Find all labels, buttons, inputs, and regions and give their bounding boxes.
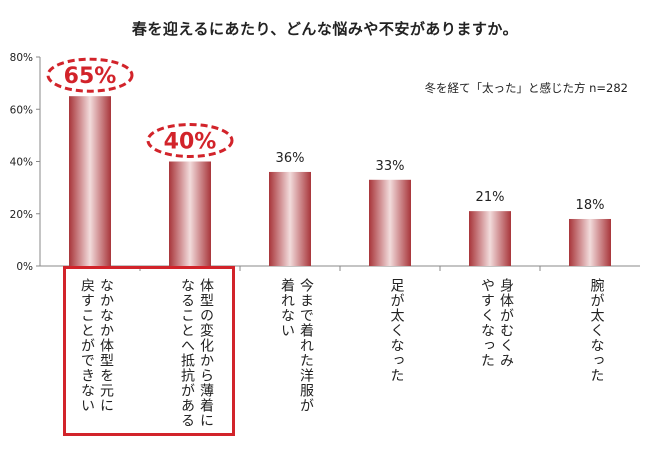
bar (169, 161, 211, 266)
bar (269, 171, 311, 266)
category-label: なかなか体型を元に 戻すことができない (77, 278, 115, 413)
data-label: 18% (576, 198, 605, 213)
highlight-box (63, 266, 235, 436)
category-label-line: 今まで着れた洋服が (298, 278, 314, 413)
category-label-line: 身体がむくみ (498, 278, 514, 368)
data-label: 40% (164, 130, 217, 155)
category-label-line: 足が太くなった (388, 278, 405, 383)
category-label-line: 着れない (279, 278, 295, 338)
category-label-line: 戻すことができない (79, 278, 95, 413)
y-tick-label: 20% (10, 209, 33, 221)
category-label-line: 体型の変化から薄着に (198, 278, 214, 428)
data-label: 21% (476, 190, 505, 205)
category-label: 足が太くなった (387, 278, 406, 383)
data-label: 36% (276, 151, 305, 166)
bar (469, 211, 511, 266)
bar (369, 179, 411, 266)
category-label-line: なることへ抵抗がある (179, 278, 195, 428)
category-label: 腕が太くなった (587, 278, 606, 383)
y-tick-label: 80% (10, 52, 33, 64)
bar (569, 218, 611, 266)
category-label: 今まで着れた洋服が 着れない (277, 278, 315, 413)
highlight-ellipse (146, 123, 234, 158)
category-label: 身体がむくみ やすくなった (477, 278, 515, 368)
category-label-line: なかなか体型を元に (98, 278, 114, 413)
y-tick-label: 60% (10, 104, 33, 116)
y-tick-label: 40% (10, 157, 33, 169)
category-label-line: やすくなった (479, 278, 495, 368)
category-label: 体型の変化から薄着に なることへ抵抗がある (177, 278, 215, 428)
y-tick-label: 0% (16, 261, 33, 273)
highlight-ellipse (46, 57, 134, 93)
category-label-line: 腕が太くなった (588, 278, 605, 383)
data-label: 65% (64, 64, 117, 89)
sample-note: 冬を経て「太った」と感じた方 n=282 (424, 81, 628, 95)
data-label: 33% (376, 159, 405, 174)
bar (69, 96, 111, 266)
chart-title: 春を迎えるにあたり、どんな悩みや不安がありますか。 (131, 20, 519, 38)
